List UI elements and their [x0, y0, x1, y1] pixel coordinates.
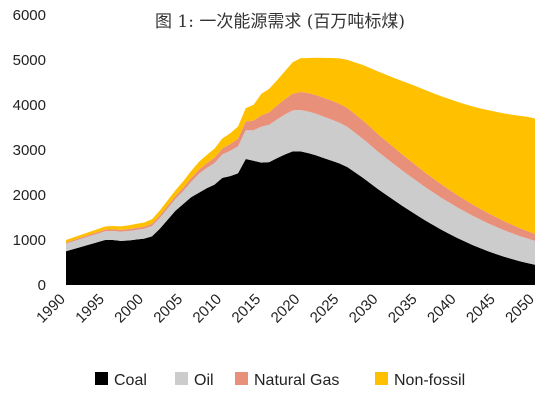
x-tick-label: 2025	[307, 291, 343, 327]
legend-swatch-natural-gas	[235, 372, 248, 385]
area-oil	[66, 109, 535, 265]
x-tick-label: 2005	[150, 291, 186, 327]
chart-title: 图 1: 一次能源需求 (百万吨标煤)	[155, 12, 405, 32]
x-tick-label: 2000	[111, 291, 147, 327]
y-tick-label: 4000	[13, 97, 46, 114]
x-tick-label: 2035	[385, 291, 421, 327]
legend-swatch-non-fossil	[375, 372, 388, 385]
legend-swatch-coal	[95, 372, 108, 385]
x-tick-label: 1995	[72, 291, 108, 327]
x-tick-label: 2020	[268, 291, 304, 327]
x-tick-label: 2030	[346, 291, 382, 327]
x-tick-label: 2010	[190, 291, 226, 327]
x-tick-label: 1990	[33, 291, 69, 327]
area-non-fossil	[66, 57, 535, 243]
x-tick-label: 2015	[229, 291, 265, 327]
stacked-areas	[66, 57, 535, 285]
x-tick-label: 2040	[424, 291, 460, 327]
legend-label-coal: Coal	[114, 372, 147, 389]
y-tick-label: 0	[38, 277, 46, 294]
area-coal	[66, 151, 535, 285]
legend-swatch-oil	[175, 372, 188, 385]
x-tick-label: 2050	[502, 291, 538, 327]
y-tick-label: 6000	[13, 7, 46, 24]
y-tick-label: 5000	[13, 52, 46, 69]
y-tick-label: 1000	[13, 232, 46, 249]
legend-label-non-fossil: Non-fossil	[394, 372, 465, 389]
y-tick-label: 2000	[13, 187, 46, 204]
y-tick-label: 3000	[13, 142, 46, 159]
legend-label-oil: Oil	[194, 372, 214, 389]
legend-label-natural-gas: Natural Gas	[254, 372, 339, 389]
x-tick-label: 2045	[463, 291, 499, 327]
legend: Coal Oil Natural Gas Non-fossil	[95, 372, 465, 389]
